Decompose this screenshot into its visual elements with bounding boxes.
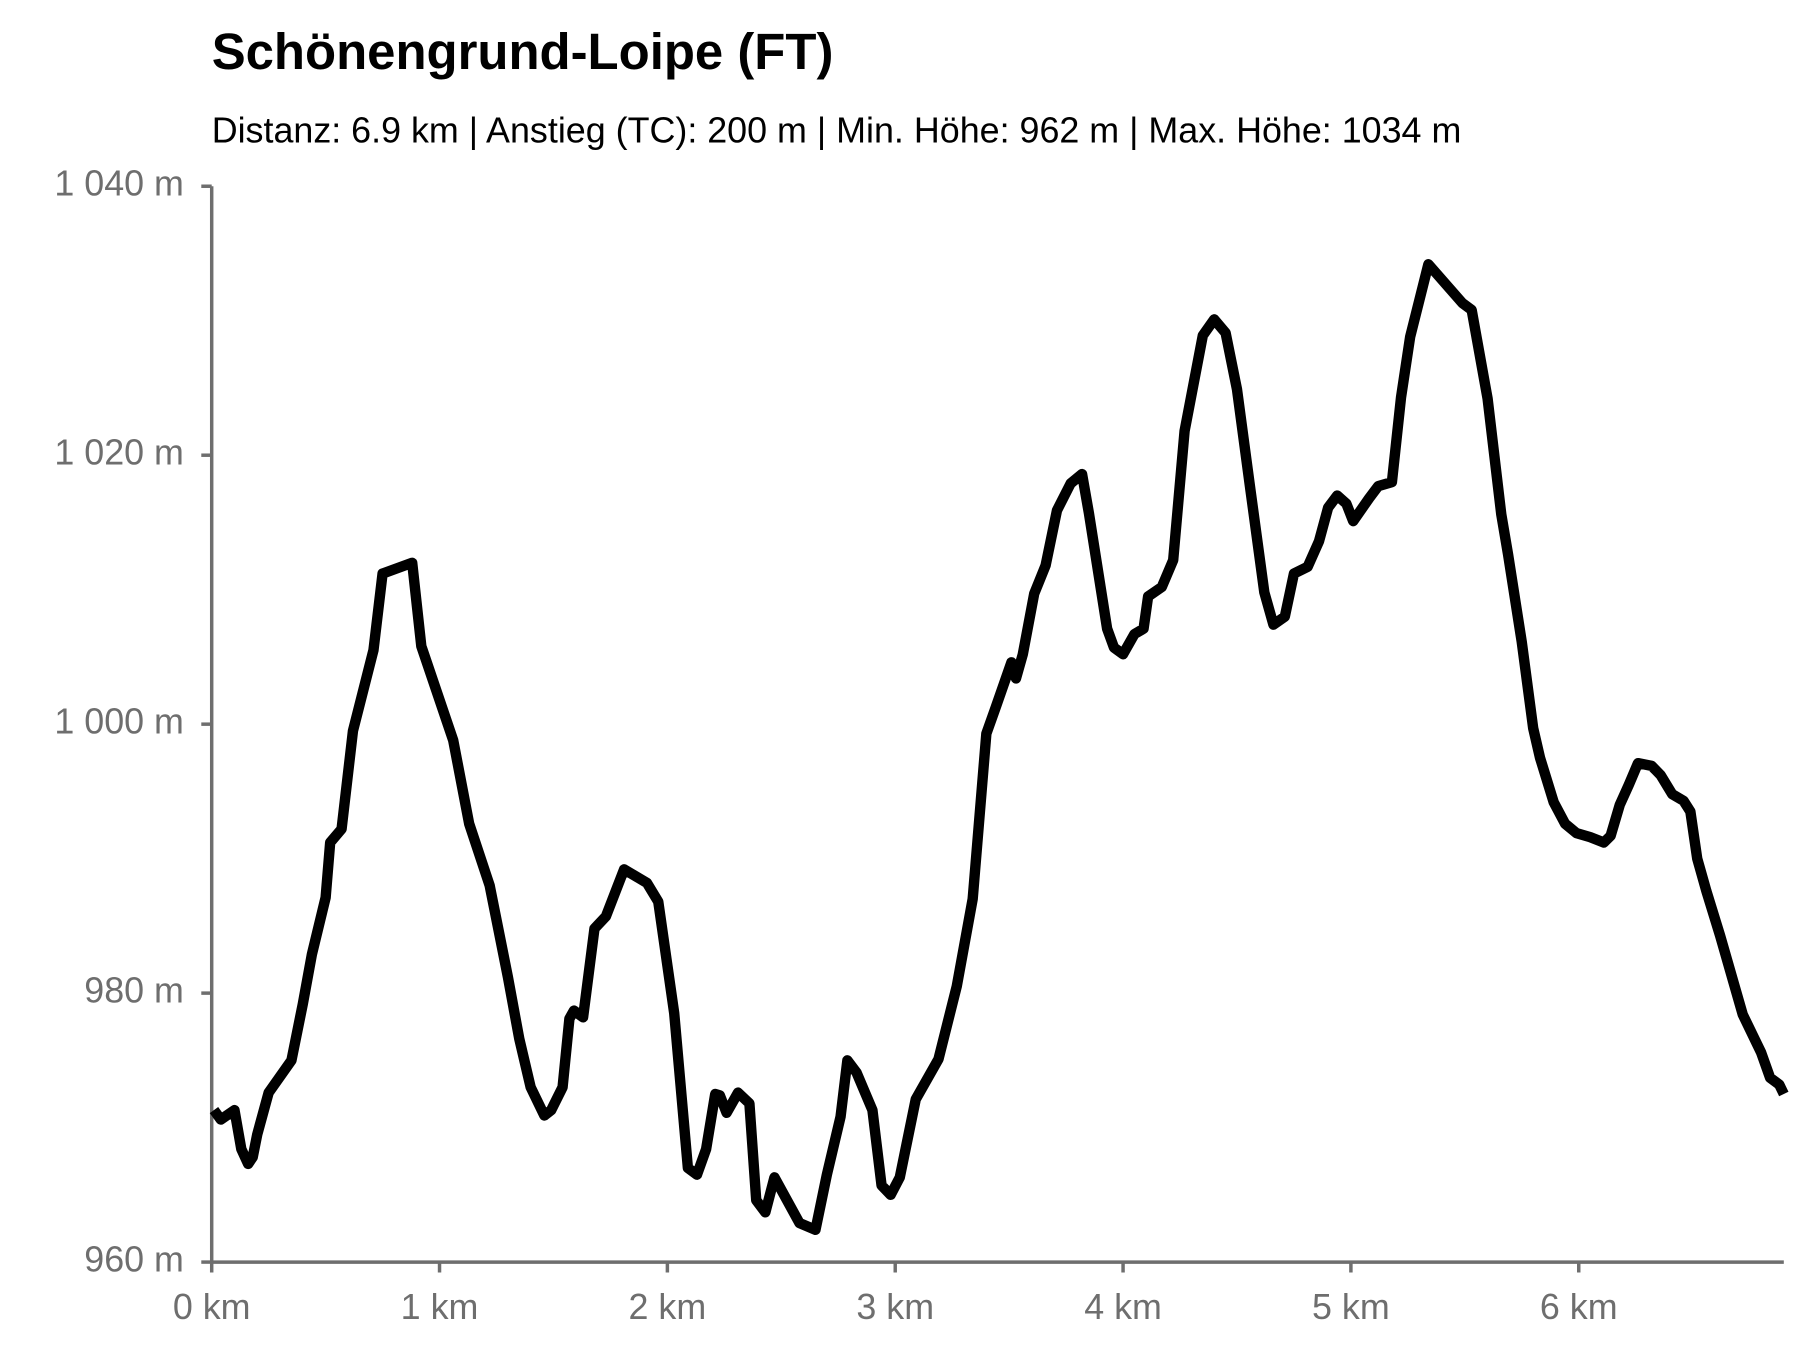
y-tick-label: 1 020 m — [54, 433, 184, 473]
y-tick-label: 960 m — [84, 1240, 184, 1280]
y-tick-label: 1 040 m — [54, 164, 184, 204]
x-tick-label: 6 km — [1540, 1287, 1618, 1327]
x-tick-label: 1 km — [401, 1287, 479, 1327]
y-tick-label: 980 m — [84, 971, 184, 1011]
x-tick-label: 3 km — [856, 1287, 934, 1327]
x-tick-label: 2 km — [629, 1287, 707, 1327]
elevation-line — [209, 259, 1789, 1236]
x-tick-label: 4 km — [1084, 1287, 1162, 1327]
chart-title: Schönengrund-Loipe (FT) — [212, 23, 834, 80]
chart-subtitle: Distanz: 6.9 km | Anstieg (TC): 200 m | … — [212, 111, 1462, 151]
y-tick-label: 1 000 m — [54, 702, 184, 742]
x-tick-label: 5 km — [1312, 1287, 1390, 1327]
x-tick-label: 0 km — [173, 1287, 251, 1327]
